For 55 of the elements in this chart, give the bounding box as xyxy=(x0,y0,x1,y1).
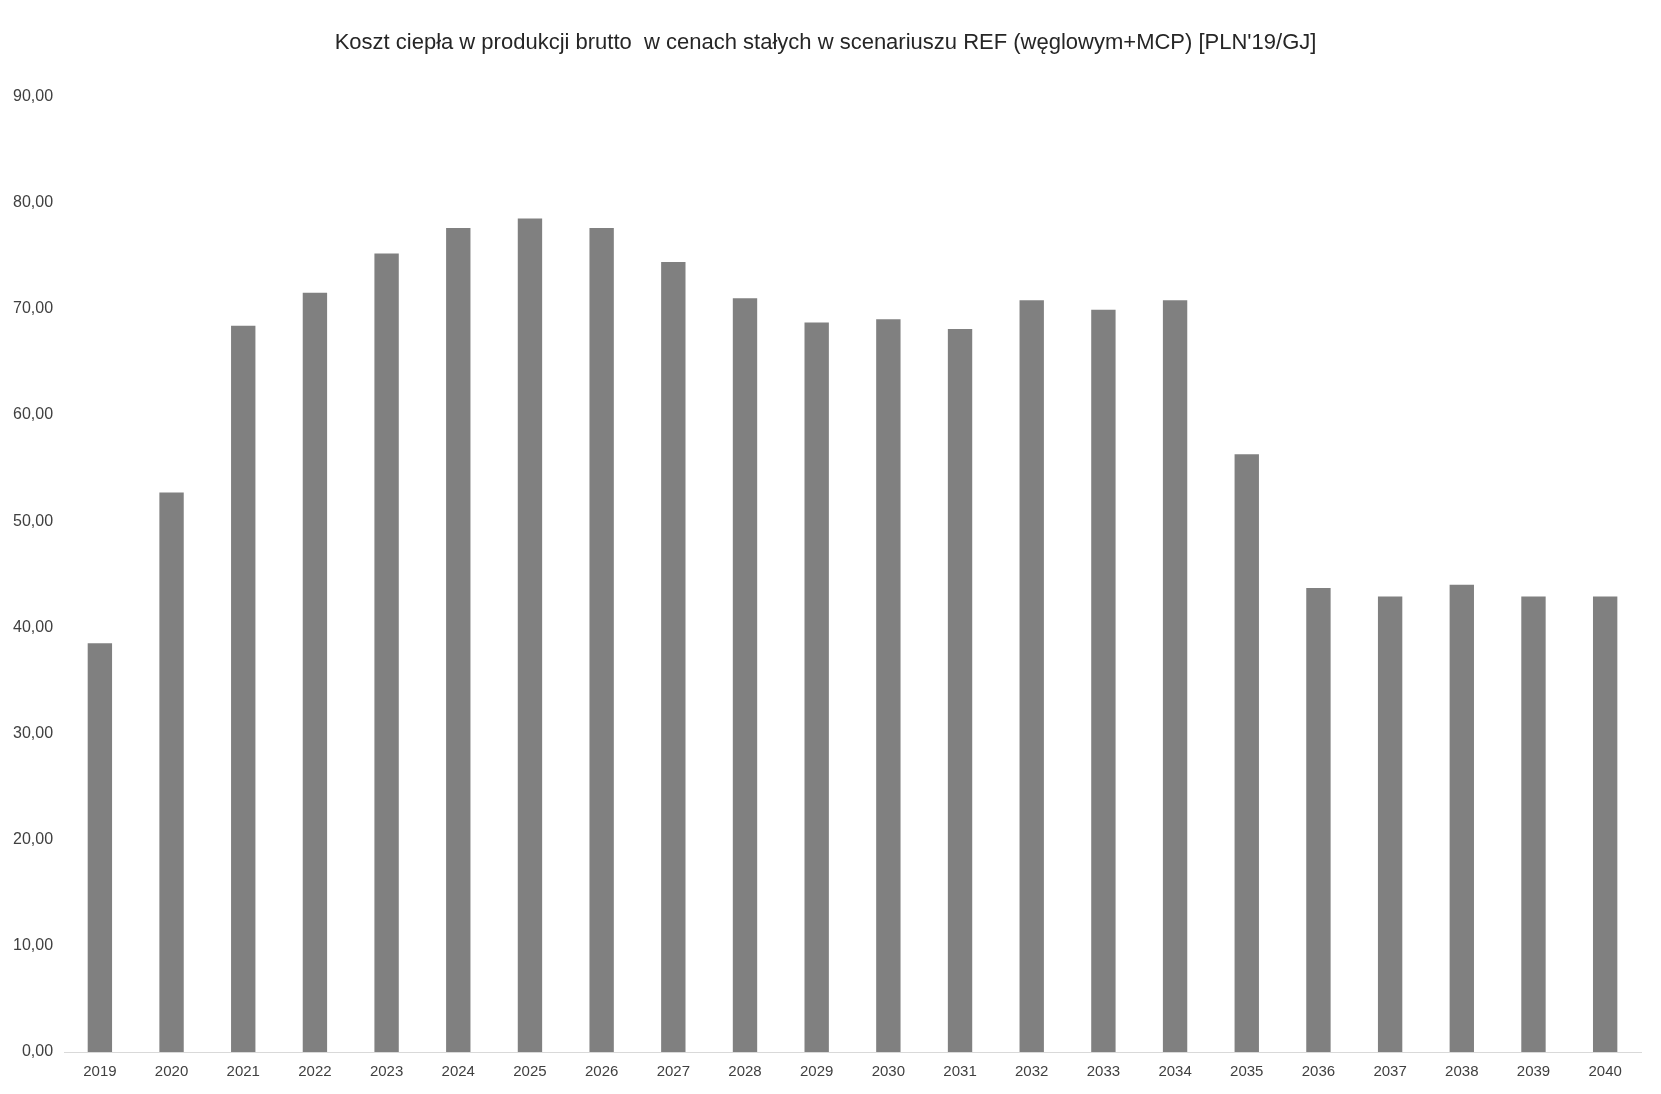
x-tick-label: 2019 xyxy=(83,1062,117,1080)
x-tick-label: 2038 xyxy=(1445,1062,1479,1080)
x-tick-label: 2034 xyxy=(1158,1062,1192,1080)
x-tick-label: 2035 xyxy=(1230,1062,1264,1080)
x-tick-label: 2039 xyxy=(1516,1062,1551,1080)
y-tick-label: 20,00 xyxy=(12,830,54,848)
x-tick-label: 2022 xyxy=(298,1062,332,1080)
x-tick-label: 2032 xyxy=(1015,1062,1049,1080)
bar xyxy=(1234,454,1259,1052)
bar xyxy=(661,262,686,1052)
x-tick-label: 2021 xyxy=(226,1062,260,1080)
x-tick-label: 2030 xyxy=(871,1062,906,1080)
bar xyxy=(876,319,901,1052)
bar xyxy=(231,325,256,1052)
bar xyxy=(1449,584,1474,1052)
y-tick-label: 30,00 xyxy=(12,723,54,741)
y-tick-label: 60,00 xyxy=(12,405,54,423)
bar xyxy=(87,643,113,1052)
bar xyxy=(589,228,614,1052)
y-tick-label: 90,00 xyxy=(12,86,54,104)
chart-title: Koszt ciepła w produkcji brutto w cenach stałych w scenariuszu REF (węglowym+MCP) [PLN'19/GJ] xyxy=(334,29,1317,55)
bar xyxy=(804,322,829,1052)
x-tick-label: 2023 xyxy=(369,1062,404,1080)
bar xyxy=(159,492,184,1052)
bar xyxy=(1019,300,1044,1052)
bar xyxy=(1592,596,1618,1052)
bar xyxy=(517,218,543,1052)
bar xyxy=(732,298,758,1052)
x-tick-label: 2026 xyxy=(584,1062,619,1080)
x-tick-label: 2031 xyxy=(943,1062,977,1080)
y-tick-label: 40,00 xyxy=(12,617,54,635)
bar xyxy=(1521,596,1546,1052)
x-tick-label: 2027 xyxy=(656,1062,691,1080)
bar xyxy=(1162,300,1188,1052)
bar xyxy=(446,228,471,1052)
x-tick-label: 2029 xyxy=(799,1062,834,1080)
bar xyxy=(1306,588,1331,1052)
x-tick-label: 2037 xyxy=(1373,1062,1407,1080)
bar xyxy=(947,328,973,1052)
y-tick-label: 80,00 xyxy=(12,192,54,210)
x-tick-label: 2020 xyxy=(154,1062,189,1080)
y-tick-label: 10,00 xyxy=(12,936,54,954)
bar xyxy=(302,292,328,1052)
x-tick-label: 2025 xyxy=(513,1062,547,1080)
x-tick-label: 2040 xyxy=(1588,1062,1622,1080)
bar xyxy=(374,253,399,1052)
y-tick-label: 50,00 xyxy=(12,511,54,529)
y-tick-label: 0,00 xyxy=(21,1042,54,1060)
x-tick-label: 2033 xyxy=(1086,1062,1121,1080)
x-tick-label: 2024 xyxy=(441,1062,475,1080)
y-tick-label: 70,00 xyxy=(12,299,54,317)
x-tick-label: 2028 xyxy=(728,1062,762,1080)
x-tick-label: 2036 xyxy=(1301,1062,1336,1080)
bar xyxy=(1377,596,1403,1052)
bar xyxy=(1091,309,1116,1052)
